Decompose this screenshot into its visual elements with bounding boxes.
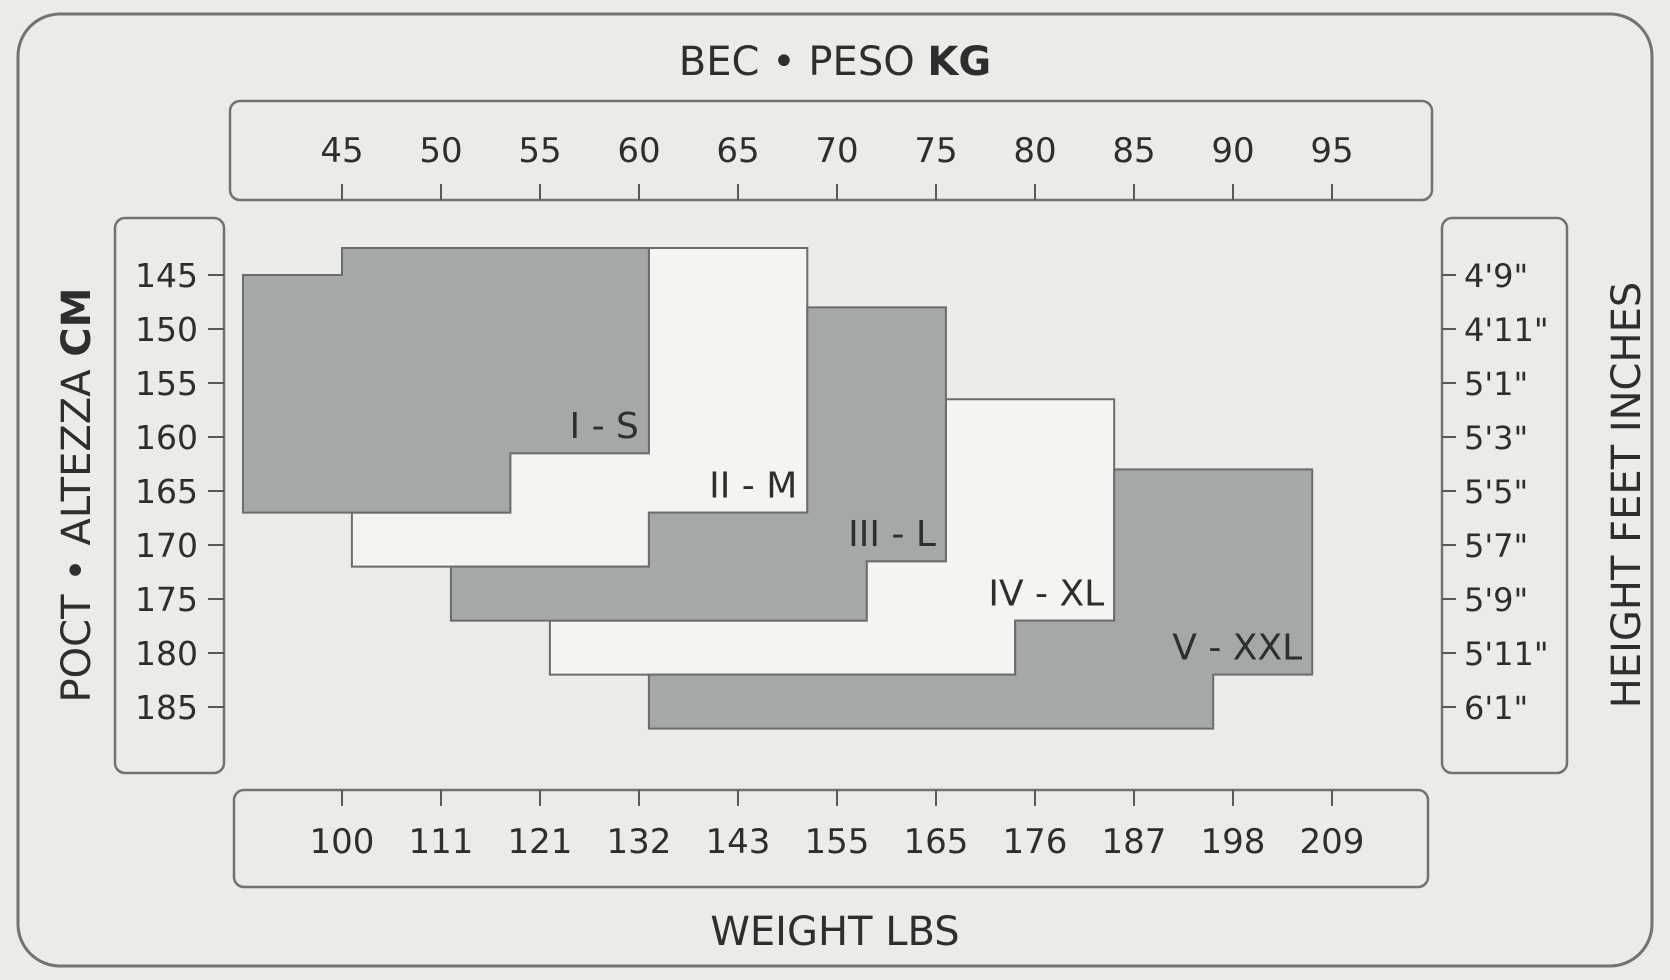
height-ft-tick-label: 5'5"	[1464, 473, 1528, 511]
weight-kg-tick-label: 90	[1211, 131, 1254, 171]
height-ft-axis-box	[1440, 216, 1569, 775]
height-cm-tick-label: 170	[135, 526, 198, 565]
height-ft-tick-label: 5'7"	[1464, 527, 1528, 565]
weight-lbs-tick-label: 165	[904, 822, 969, 862]
height-cm-axis-box	[113, 216, 226, 775]
weight-lbs-tick-label: 187	[1102, 822, 1167, 862]
height-ft-tick-label: 4'9"	[1464, 257, 1528, 295]
height-cm-axis-title-prefix: РОСТ • ALTEZZA	[54, 357, 100, 703]
weight-lbs-axis-title: WEIGHT LBS	[710, 909, 959, 955]
weight-kg-ticks: 45 50 55 60 65 70 75 80 85 90 95	[320, 131, 1354, 200]
height-cm-tick-label: 145	[135, 256, 198, 295]
size-label-ii-m: II - M	[709, 466, 797, 507]
weight-kg-tick-label: 70	[815, 131, 858, 171]
chart-title-prefix: ВЕС • PESO	[679, 39, 928, 85]
height-ft-tick-label: 5'1"	[1464, 365, 1528, 403]
size-zone-v-xxl	[647, 468, 1314, 730]
size-label-iv-xl: IV - XL	[988, 574, 1104, 615]
height-ft-tick-label: 6'1"	[1464, 689, 1528, 727]
height-cm-tick-label: 185	[135, 688, 198, 727]
weight-kg-tick-label: 50	[419, 131, 462, 171]
weight-lbs-tick-label: 155	[805, 822, 870, 862]
weight-kg-tick-label: 60	[617, 131, 660, 171]
height-cm-tick-label: 150	[135, 310, 198, 349]
size-label-iii-l: III - L	[848, 514, 936, 555]
size-label-v-xxl: V - XXL	[1172, 628, 1302, 669]
chart-title-unit: KG	[927, 39, 991, 85]
height-cm-axis-title: РОСТ • ALTEZZA CM	[54, 288, 100, 703]
height-ft-tick-label: 4'11"	[1464, 311, 1549, 349]
weight-kg-tick-label: 85	[1112, 131, 1155, 171]
size-zones	[242, 247, 1314, 730]
height-feet-axis-title: HEIGHT FEET INCHES	[1604, 282, 1650, 708]
height-cm-tick-label: 155	[135, 364, 198, 403]
height-cm-tick-label: 180	[135, 634, 198, 673]
weight-kg-tick-label: 75	[914, 131, 957, 171]
weight-kg-tick-label: 80	[1013, 131, 1056, 171]
weight-lbs-tick-label: 111	[409, 822, 474, 862]
height-ft-tick-label: 5'11"	[1464, 635, 1549, 673]
weight-lbs-tick-label: 198	[1201, 822, 1266, 862]
height-ft-ticks: 4'9" 4'11" 5'1" 5'3" 5'5" 5'7" 5'9" 5'11" 6'1"	[1442, 257, 1549, 727]
size-zone-labels: I - S II - M III - L IV - XL V - XXL	[570, 406, 1303, 668]
weight-kg-tick-label: 45	[320, 131, 363, 171]
weight-kg-tick-label: 95	[1310, 131, 1353, 171]
weight-lbs-tick-label: 132	[607, 822, 672, 862]
height-cm-ticks: 145 150 155 160 165 170 175 180 185	[135, 256, 224, 727]
height-ft-tick-label: 5'3"	[1464, 419, 1528, 457]
height-cm-axis-title-unit: CM	[54, 288, 100, 357]
size-label-i-s: I - S	[570, 406, 639, 447]
weight-lbs-tick-label: 100	[310, 822, 375, 862]
weight-kg-tick-label: 65	[716, 131, 759, 171]
height-cm-tick-label: 160	[135, 418, 198, 457]
size-zone-iii-l	[449, 306, 947, 622]
height-cm-tick-label: 165	[135, 472, 198, 511]
weight-lbs-tick-label: 209	[1300, 822, 1365, 862]
height-ft-tick-label: 5'9"	[1464, 581, 1528, 619]
weight-lbs-ticks: 100 111 121 132 143 155 165 176 187 198 209	[310, 790, 1365, 862]
weight-lbs-tick-label: 121	[508, 822, 573, 862]
weight-lbs-tick-label: 143	[706, 822, 771, 862]
weight-lbs-axis-box	[232, 788, 1430, 889]
chart-title: ВЕС • PESO KG	[679, 39, 991, 85]
size-zone-i-s	[242, 247, 650, 514]
weight-kg-tick-label: 55	[518, 131, 561, 171]
weight-lbs-tick-label: 176	[1003, 822, 1068, 862]
weight-kg-axis-box	[228, 99, 1434, 202]
height-cm-tick-label: 175	[135, 580, 198, 619]
